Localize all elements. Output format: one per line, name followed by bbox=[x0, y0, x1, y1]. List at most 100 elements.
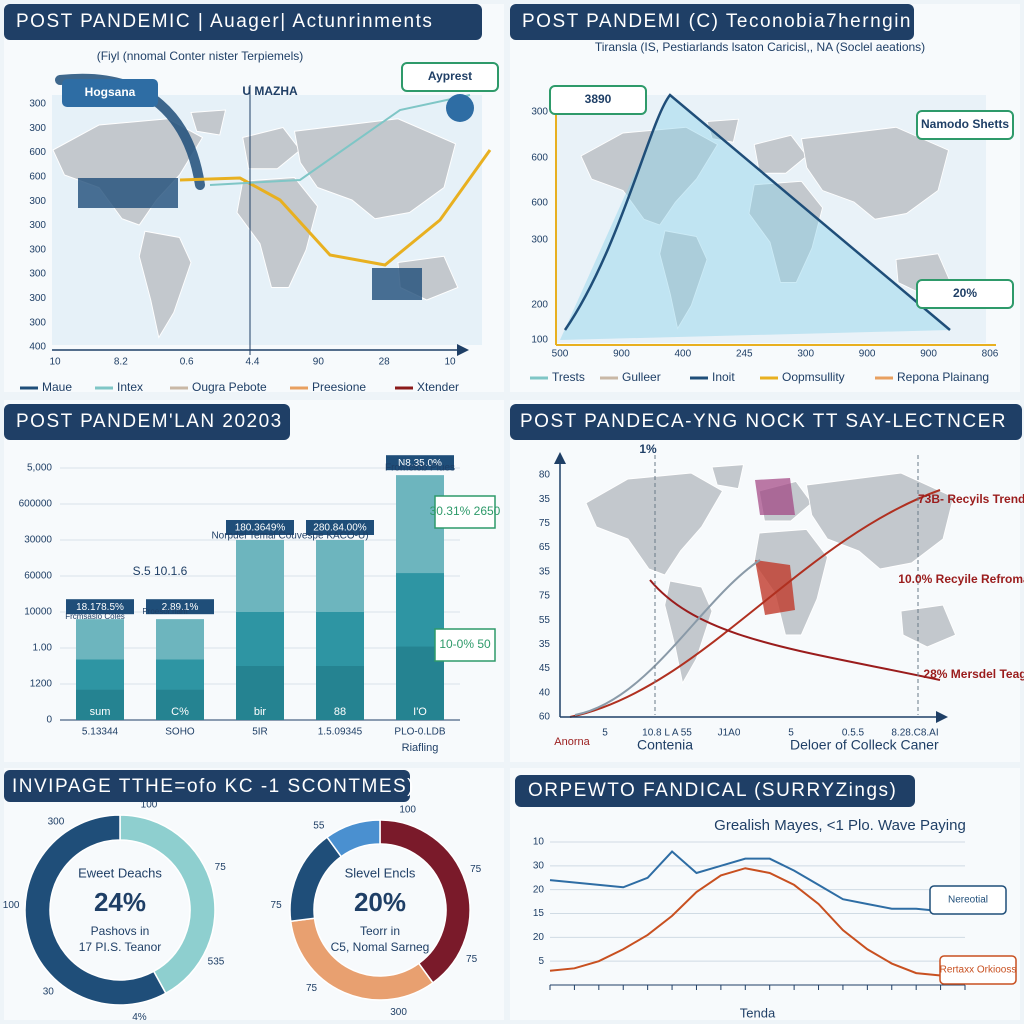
y-tick-label: 75 bbox=[539, 591, 551, 602]
annotation: 1% bbox=[639, 442, 657, 456]
title-banner bbox=[510, 4, 914, 40]
panel-title: POST PANDEM'LAN 20203 bbox=[16, 411, 283, 432]
x-tick-label: 10 bbox=[444, 357, 456, 368]
annotation: Hogsana bbox=[85, 85, 136, 99]
bar-shade bbox=[236, 540, 284, 612]
y-tick-label: 100 bbox=[531, 335, 548, 346]
legend-label: Ougra Pebote bbox=[192, 380, 267, 394]
legend-label: Xtender bbox=[417, 380, 459, 394]
value-box bbox=[226, 520, 294, 535]
x-tick-label: 300 bbox=[797, 349, 814, 360]
y-tick-label: 35 bbox=[539, 566, 551, 577]
region-block bbox=[78, 178, 178, 208]
trend-line bbox=[574, 559, 761, 716]
panel-title: ORPEWTO FANDICAL (SURRYZings) bbox=[528, 780, 897, 801]
y-tick-label: 1200 bbox=[30, 679, 53, 690]
trend-line bbox=[563, 93, 951, 331]
y-tick-label: 45 bbox=[539, 663, 551, 674]
donut-center-text: 17 PI.S. Teanor bbox=[79, 940, 162, 954]
value-annotation: 2.89.1% bbox=[162, 602, 199, 613]
y-tick-label: 300 bbox=[29, 196, 46, 207]
donut-center-text: Teorr in bbox=[360, 924, 400, 938]
y-tick-label: 55 bbox=[539, 615, 551, 626]
x-tick-label: 400 bbox=[675, 349, 692, 360]
y-tick-label: 5 bbox=[538, 956, 544, 967]
bar-label: sum bbox=[90, 706, 111, 718]
bar bbox=[156, 619, 204, 720]
bar-label: I'O bbox=[413, 706, 427, 718]
x-tick-label: SOHO bbox=[165, 727, 195, 738]
title-banner bbox=[515, 775, 915, 807]
x-tick-label: J1A0 bbox=[718, 728, 741, 739]
y-tick-label: 60000 bbox=[24, 571, 52, 582]
bar-label: bir bbox=[254, 706, 267, 718]
annotation: 10-0% 50 bbox=[439, 637, 491, 651]
y-tick-label: 35 bbox=[539, 639, 551, 650]
title-banner bbox=[4, 4, 482, 40]
x-tick-label: PLO-0.LDB bbox=[394, 727, 445, 738]
annotation-box bbox=[62, 79, 158, 107]
donut-outer-label: 100 bbox=[399, 804, 416, 815]
y-tick-label: 600 bbox=[531, 153, 548, 164]
x-tick-label: 10.8 L A 55 bbox=[642, 728, 692, 739]
y-tick-label: 10000 bbox=[24, 607, 52, 618]
y-tick-label: 10 bbox=[533, 837, 545, 848]
annotation: Rertaxx Orkiooss bbox=[940, 965, 1017, 976]
x-tick-label: 500 bbox=[552, 349, 569, 360]
annotation-box bbox=[929, 885, 1007, 915]
legend-label: Preesione bbox=[312, 380, 366, 394]
x-tick-label: 10 bbox=[49, 357, 61, 368]
annotation: Norpdel Temal Couvespe KACO-U) bbox=[211, 531, 368, 542]
bar bbox=[236, 540, 284, 720]
route-line bbox=[179, 149, 492, 267]
y-tick-label: 200 bbox=[531, 300, 548, 311]
bar-shade bbox=[76, 619, 124, 660]
title-banner bbox=[4, 404, 290, 440]
x-tick-label: 4.4 bbox=[246, 357, 260, 368]
subtitle: (Fiyl (nnomal Conter nister Terpiemels) bbox=[97, 49, 304, 63]
x-tick-label: 0.5.5 bbox=[842, 728, 865, 739]
annotation-box bbox=[916, 110, 1014, 140]
y-tick-label: 80 bbox=[539, 470, 551, 481]
bar bbox=[76, 619, 124, 720]
x-tick-label: 8.28.C8.AI bbox=[891, 728, 938, 739]
y-tick-label: 0 bbox=[46, 715, 52, 726]
annotation: 28% Mersdel Teag bbox=[923, 667, 1024, 681]
donut-center-text: 24% bbox=[94, 887, 146, 917]
y-tick-label: 20 bbox=[533, 932, 545, 943]
y-tick-label: 600 bbox=[29, 172, 46, 183]
value-box bbox=[306, 520, 374, 535]
title-banner bbox=[510, 404, 1022, 440]
y-tick-label: 300 bbox=[29, 99, 46, 110]
bar bbox=[316, 540, 364, 720]
footer-label: Anorna bbox=[554, 736, 590, 748]
legend-label: Gulleer bbox=[622, 370, 661, 384]
value-annotation: 180.3649% bbox=[235, 523, 286, 534]
y-tick-label: 1.00 bbox=[33, 643, 53, 654]
y-tick-label: 300 bbox=[29, 317, 46, 328]
value-annotation: 280.84.00% bbox=[313, 523, 366, 534]
annotation-box bbox=[401, 62, 499, 92]
subtitle: Tiransla (IS, Pestiarlands lsaton Carici… bbox=[595, 40, 925, 54]
subtitle: Grealish Mayes, <1 Plo. Wave Paying bbox=[714, 817, 966, 834]
bar-shade bbox=[236, 666, 284, 720]
donut-center-text: 20% bbox=[354, 887, 406, 917]
legend-label: Trests bbox=[552, 370, 585, 384]
legend-label: Maue bbox=[42, 380, 72, 394]
line-series bbox=[549, 850, 966, 913]
y-tick-label: 40 bbox=[539, 687, 551, 698]
bar-shade bbox=[76, 689, 124, 720]
y-tick-label: 30000 bbox=[24, 535, 52, 546]
bar-label: C% bbox=[171, 706, 189, 718]
x-tick-label: 0.6 bbox=[180, 357, 194, 368]
y-tick-label: 400 bbox=[29, 342, 46, 353]
donut-outer-label: 55 bbox=[313, 821, 325, 832]
annotation: 20% bbox=[953, 286, 977, 300]
annotation: 3890 bbox=[585, 92, 612, 106]
y-tick-label: 300 bbox=[29, 293, 46, 304]
region-highlight bbox=[755, 478, 795, 515]
donut-outer-label: 100 bbox=[141, 800, 158, 811]
annotation-box bbox=[939, 955, 1017, 985]
title-banner bbox=[4, 770, 410, 802]
x-tick-label: 900 bbox=[859, 349, 876, 360]
